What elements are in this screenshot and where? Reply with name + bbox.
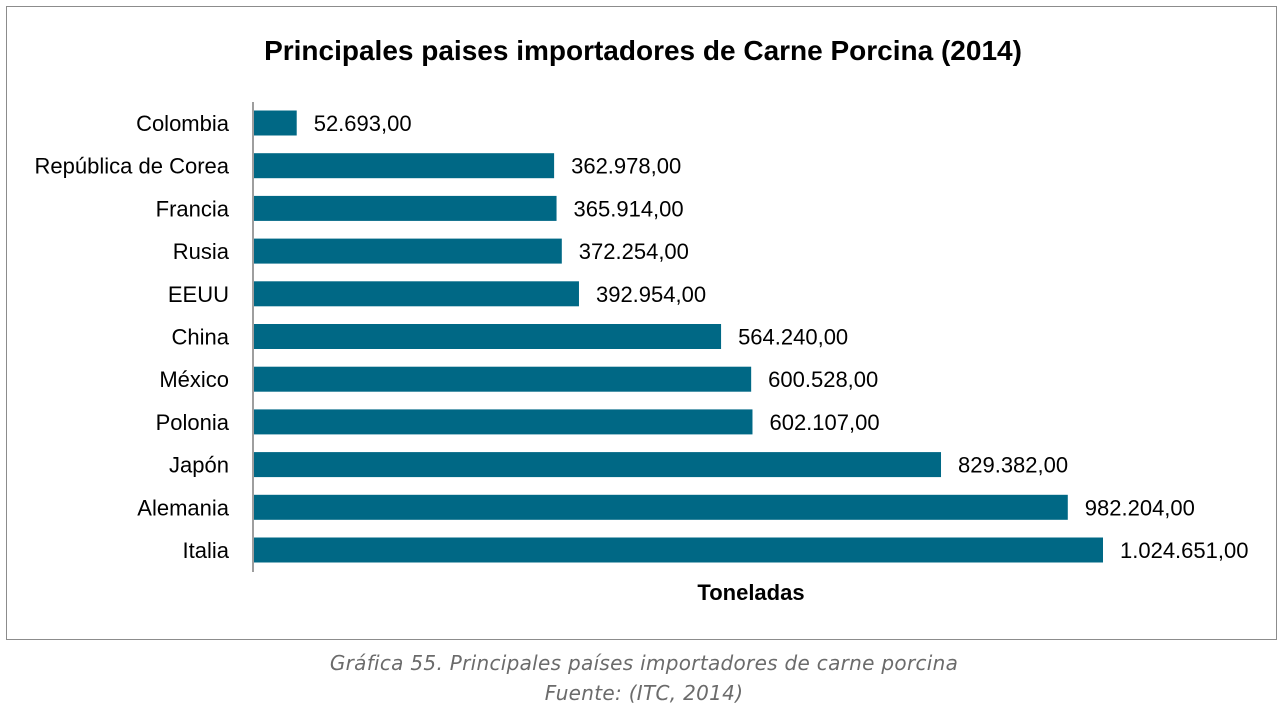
value-label: 829.382,00: [958, 453, 1068, 478]
figure-caption: Gráfica 55. Principales países importado…: [329, 651, 959, 675]
bar: [254, 153, 555, 179]
bar-chart: Principales paises importadores de Carne…: [35, 35, 1249, 605]
category-label: México: [159, 367, 229, 392]
x-axis-label: Toneladas: [697, 580, 804, 605]
bar: [254, 324, 722, 349]
category-label: Polonia: [156, 410, 230, 435]
figure-source: Fuente: (ITC, 2014): [544, 681, 744, 705]
bar: [254, 494, 1068, 520]
value-label: 602.107,00: [769, 410, 879, 435]
value-label: 1.024.651,00: [1120, 538, 1248, 563]
category-label: Colombia: [136, 111, 230, 136]
value-label: 600.528,00: [768, 367, 878, 392]
bar: [254, 452, 942, 478]
value-label: 982.204,00: [1085, 495, 1195, 520]
category-label: Francia: [156, 196, 230, 221]
bar: [254, 195, 557, 221]
category-label: Japón: [169, 453, 229, 478]
value-label: 392.954,00: [596, 282, 706, 307]
value-label: 372.254,00: [579, 239, 689, 264]
category-label: Italia: [183, 538, 230, 563]
category-label: Alemania: [137, 495, 229, 520]
bar: [254, 281, 579, 307]
category-label: Rusia: [173, 239, 230, 264]
bar: [254, 366, 752, 392]
bar: [254, 409, 753, 435]
category-label: EEUU: [168, 282, 229, 307]
value-label: 564.240,00: [738, 325, 848, 350]
category-label: República de Corea: [35, 154, 230, 179]
value-label: 52.693,00: [314, 111, 412, 136]
category-label: China: [172, 325, 230, 350]
value-label: 365.914,00: [574, 196, 684, 221]
chart-frame: [6, 6, 1277, 640]
bars-group: Colombia 52.693,00 República de Corea 362.9…: [35, 110, 1248, 563]
bar: [254, 537, 1103, 563]
bar: [254, 238, 562, 264]
value-label: 362.978,00: [571, 154, 681, 179]
bar: [254, 110, 297, 136]
chart-title: Principales paises importadores de Carne…: [264, 35, 1022, 66]
